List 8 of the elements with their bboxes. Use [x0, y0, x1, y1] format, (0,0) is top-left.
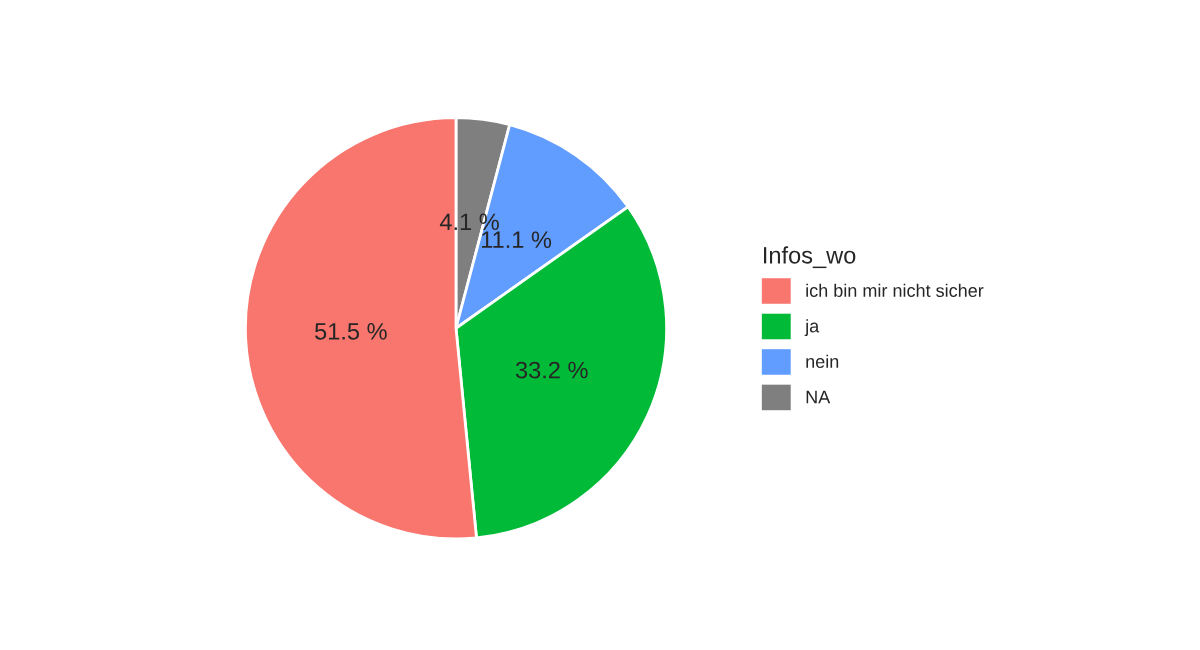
data-label: 11.1 %: [481, 231, 552, 248]
legend-label: nein: [806, 354, 839, 368]
legend-label: ja: [804, 319, 820, 337]
legend-label: ich bin mir nicht sicher: [806, 283, 984, 297]
data-label: 33.2 %: [515, 361, 588, 379]
legend-label: NA: [806, 390, 831, 404]
legend-title: Infos_wo: [764, 246, 856, 269]
data-label: 51.5 %: [315, 323, 387, 340]
